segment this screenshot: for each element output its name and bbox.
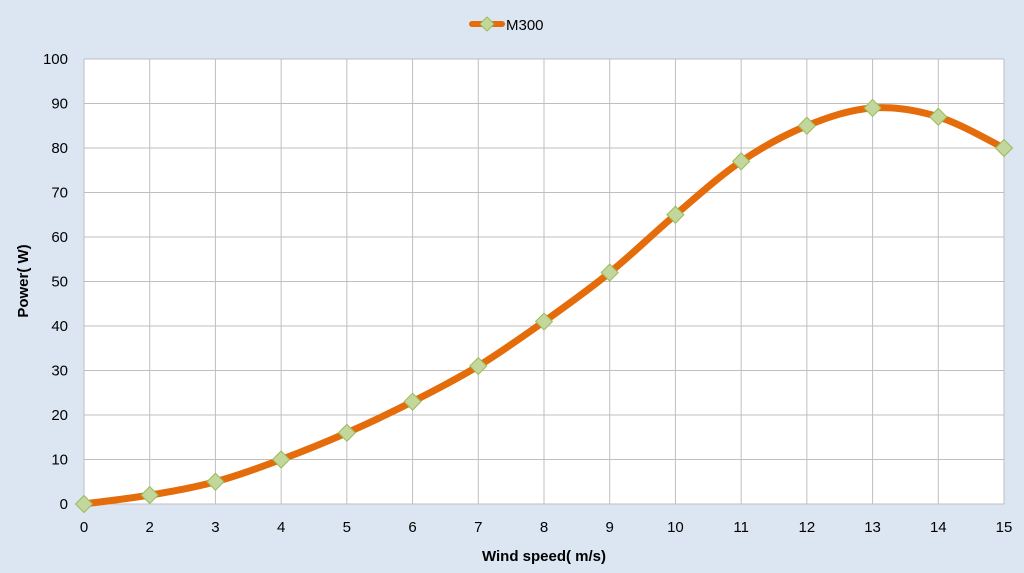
data-point-marker	[929, 107, 948, 127]
y-tick-label: 50	[51, 274, 68, 291]
grid-lines	[83, 58, 1005, 505]
data-point-marker	[206, 472, 225, 491]
x-tick-label: 14	[930, 519, 947, 536]
data-point-marker	[600, 263, 619, 282]
y-tick-label: 30	[51, 363, 68, 380]
data-point-marker	[731, 152, 751, 171]
x-axis-title: Wind speed( m/s)	[482, 548, 606, 565]
x-tick-label: 8	[540, 519, 548, 536]
data-point-marker	[863, 98, 882, 118]
legend-label-m300: M300	[506, 17, 544, 34]
y-axis-title: Power( W)	[15, 244, 32, 317]
data-point-marker	[469, 356, 488, 376]
x-tick-label: 7	[474, 519, 482, 536]
y-tick-label: 100	[43, 51, 68, 68]
y-tick-label: 20	[51, 407, 68, 424]
x-tick-label: 15	[996, 519, 1013, 536]
x-tick-label: 12	[799, 519, 816, 536]
x-tick-label: 10	[667, 519, 684, 536]
data-point-marker	[994, 138, 1014, 158]
x-tick-label: 5	[343, 519, 351, 536]
x-tick-label: 4	[277, 519, 285, 536]
data-point-marker	[666, 205, 685, 224]
data-point-marker	[337, 423, 357, 442]
data-point-marker	[74, 494, 94, 514]
y-tick-label: 70	[51, 185, 68, 202]
x-tick-label: 0	[80, 519, 88, 536]
data-point-marker	[271, 450, 291, 469]
legend: M300	[469, 16, 544, 34]
data-point-marker	[140, 485, 159, 505]
y-tick-label: 90	[51, 96, 68, 113]
x-tick-label: 11	[733, 519, 749, 536]
y-tick-label: 80	[51, 140, 68, 157]
x-tick-label: 13	[864, 519, 881, 536]
y-tick-label: 40	[51, 318, 68, 335]
y-tick-label: 10	[51, 452, 68, 469]
x-tick-label: 2	[146, 519, 154, 536]
series-layer	[74, 98, 1014, 514]
x-tick-label: 3	[211, 519, 219, 536]
data-point-marker	[534, 312, 554, 331]
x-axis-tick-labels: 0 2 3 4 5 6 7 8 9 10 11 12 13 14 15	[80, 519, 1013, 536]
legend-marker-swatch	[479, 16, 495, 32]
x-tick-label: 6	[408, 519, 416, 536]
data-point-marker	[403, 392, 422, 411]
y-tick-label: 0	[60, 496, 68, 513]
x-tick-label: 9	[606, 519, 614, 536]
data-point-marker	[797, 116, 817, 135]
y-tick-label: 60	[51, 229, 68, 246]
y-axis-tick-labels: 0 10 20 30 40 50 60 70 80 90 100	[43, 51, 68, 513]
